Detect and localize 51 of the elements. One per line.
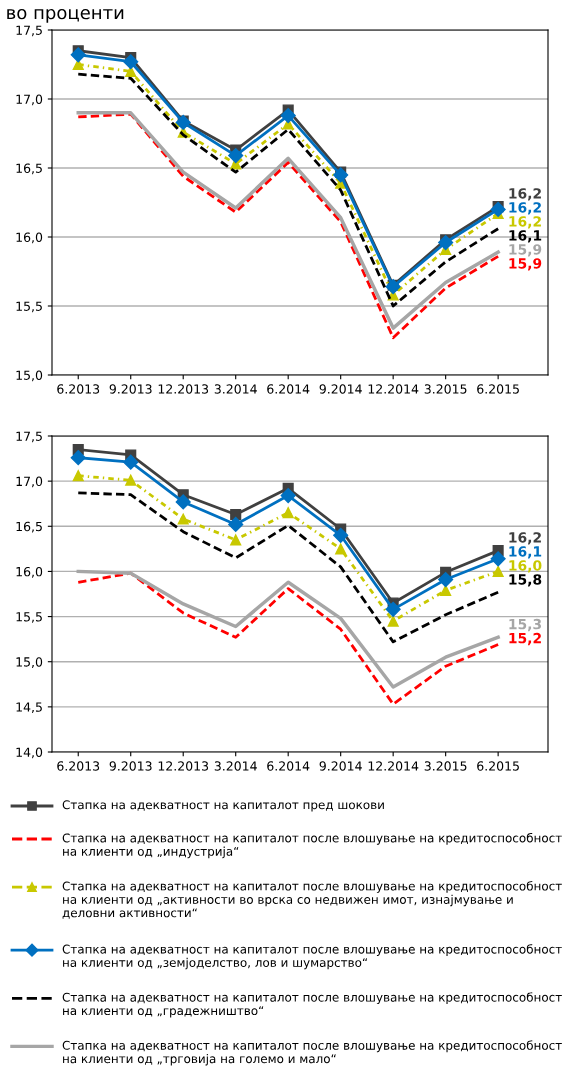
data-label: 16,1 [509, 546, 542, 559]
y-tick-label: 14,5 [16, 702, 42, 714]
data-label: 15,9 [509, 244, 542, 257]
data-label: 15,9 [509, 258, 542, 271]
legend-label: Стапка на адекватност на капиталот после влошување на кредитоспособност на клиенти од „земјоделство, лов и шумарство“ [62, 944, 562, 970]
data-label: 15,2 [509, 632, 541, 646]
y-tick-label: 17,5 [16, 25, 42, 37]
x-tick-label: 9.2013 [109, 761, 152, 771]
x-tick-label: 12.2013 [158, 384, 209, 394]
y-tick-label: 15,0 [16, 657, 43, 668]
x-tick-label: 12.2014 [368, 384, 419, 394]
legend-label: Стапка на адекватност на капиталот пред шокови [62, 800, 384, 812]
data-label: 15,8 [509, 574, 542, 587]
y-tick-label: 14,0 [16, 747, 43, 759]
y-tick-label: 17,5 [16, 431, 42, 443]
x-tick-label: 6.2013 [57, 384, 100, 394]
data-label: 16,2 [509, 532, 541, 545]
legend-label: Стапка на адекватност на капиталот после влошување на кредитоспособност на клиенти од „градежништво“ [62, 992, 562, 1018]
y-tick-label: 15,0 [16, 370, 43, 382]
x-tick-label: 12.2014 [368, 761, 419, 771]
y-tick-label: 17,0 [16, 476, 43, 488]
data-label: 16,2 [509, 188, 541, 201]
legend-label: Стапка на адекватност на капиталот после влошување на кредитоспособност на клиенти од „активности во врска со недвижен имот, изнајмување и деловни активности“ [62, 881, 562, 919]
y-tick-label: 15,5 [16, 612, 42, 623]
x-tick-label: 6.2015 [477, 384, 519, 394]
data-label: 16,2 [509, 202, 541, 215]
legend-label: Стапка на адекватност на капиталот после влошување на кредитоспособност на клиенти од „индустрија“ [62, 833, 562, 859]
x-tick-label: 6.2014 [267, 384, 310, 394]
x-tick-label: 3.2014 [214, 384, 257, 394]
y-tick-label: 17,0 [16, 94, 43, 106]
x-tick-label: 6.2014 [267, 761, 310, 771]
y-tick-label: 16,0 [16, 566, 43, 578]
x-tick-label: 9.2014 [319, 761, 362, 771]
data-label: 16,0 [509, 560, 542, 573]
data-label: 16,1 [509, 230, 542, 243]
data-label: 15,3 [509, 618, 542, 632]
legend-label: Стапка на адекватност на капиталот после влошување на кредитоспособност на клиенти од „трговија на големо и мало“ [62, 1040, 562, 1066]
x-tick-label: 3.2015 [424, 384, 467, 394]
x-tick-label: 9.2013 [109, 384, 152, 394]
x-tick-label: 9.2014 [319, 384, 362, 394]
y-tick-label: 16,5 [16, 163, 42, 175]
x-tick-label: 3.2014 [214, 761, 257, 771]
y-tick-label: 15,5 [16, 301, 42, 313]
x-tick-label: 3.2015 [424, 761, 467, 771]
x-tick-label: 6.2015 [477, 761, 519, 771]
x-tick-label: 6.2013 [57, 761, 100, 771]
x-tick-label: 12.2013 [158, 761, 209, 771]
chart-title: во проценти [7, 8, 124, 23]
y-tick-label: 16,0 [16, 232, 43, 244]
data-label: 16,2 [509, 216, 541, 229]
y-tick-label: 16,5 [16, 521, 42, 533]
